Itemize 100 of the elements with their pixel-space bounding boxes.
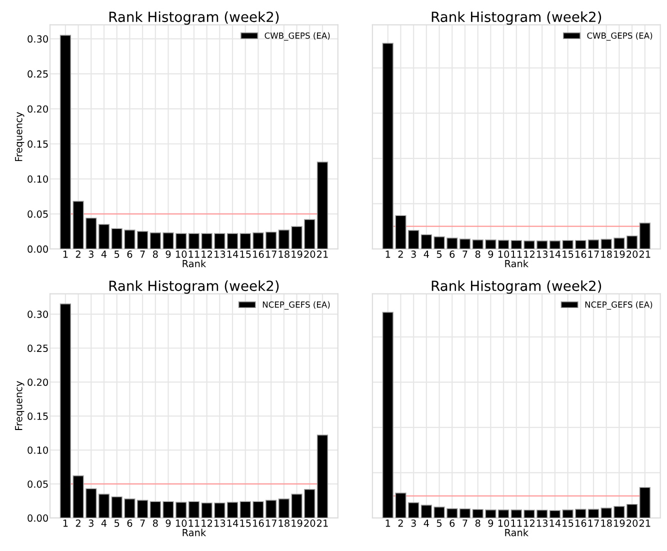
x-tick-label: 19 <box>292 250 302 258</box>
y-tick-label: 0.25 <box>28 344 48 352</box>
x-tick-label: 10 <box>498 520 510 527</box>
x-tick-label: 4 <box>424 250 429 258</box>
y-axis-title: Frequency <box>15 112 24 162</box>
bar <box>226 502 238 518</box>
bar <box>98 494 110 518</box>
x-tick-label: 19 <box>614 250 625 258</box>
x-tick-label: 10 <box>176 250 187 258</box>
bar <box>188 501 200 518</box>
bar <box>98 224 110 249</box>
x-tick-label: 5 <box>114 250 120 258</box>
x-tick-label: 6 <box>450 520 455 527</box>
x-tick-label: 3 <box>411 250 416 258</box>
x-tick-label: 11 <box>511 520 522 527</box>
x-tick-label: 12 <box>524 520 534 527</box>
x-tick-label: 14 <box>550 250 561 258</box>
x-tick-label: 9 <box>488 250 494 258</box>
x-tick-label: 14 <box>550 520 561 527</box>
bar <box>498 240 510 249</box>
x-tick-label: 1 <box>63 250 68 258</box>
x-tick-label: 21 <box>317 250 328 258</box>
x-tick-label: 1 <box>386 520 390 527</box>
x-tick-label: 12 <box>524 250 534 258</box>
y-tick-label: 0.20 <box>28 105 48 113</box>
x-tick-label: 16 <box>253 520 264 527</box>
x-tick-label: 15 <box>240 250 251 258</box>
legend-label: CWB_GEPS (EA) <box>264 32 330 41</box>
x-tick-label: 18 <box>278 250 290 258</box>
x-tick-label: 15 <box>562 250 574 258</box>
legend-label: NCEP_GEFS (EA) <box>585 301 652 310</box>
x-tick-label: 1 <box>386 250 390 258</box>
x-tick-label: 6 <box>450 250 455 258</box>
bar <box>459 238 471 249</box>
chart-title: Rank Histogram (week2) <box>109 280 279 294</box>
y-tick-label: 0.10 <box>28 446 48 454</box>
x-tick-label: 16 <box>253 250 264 258</box>
x-tick-label: 1 <box>63 520 68 527</box>
x-tick-label: 16 <box>576 250 586 258</box>
y-tick-label: 0.05 <box>28 210 48 218</box>
y-tick-label: 0.00 <box>28 514 48 522</box>
x-tick-label: 8 <box>152 520 158 527</box>
x-tick-label: 21 <box>639 250 650 258</box>
x-tick-label: 18 <box>278 520 290 527</box>
x-tick-label: 7 <box>140 520 145 527</box>
x-tick-label: 21 <box>639 520 650 527</box>
bar <box>316 434 328 518</box>
x-tick-label: 13 <box>214 520 226 527</box>
x-tick-label: 13 <box>536 520 548 527</box>
x-tick-label: 4 <box>424 520 429 527</box>
x-tick-label: 14 <box>227 250 238 258</box>
y-tick-label: 0.15 <box>28 140 48 148</box>
x-tick-label: 21 <box>317 520 328 527</box>
bar <box>316 162 328 249</box>
x-tick-label: 19 <box>292 520 302 527</box>
x-tick-label: 18 <box>601 250 612 258</box>
x-tick-label: 8 <box>475 520 480 527</box>
x-tick-label: 14 <box>227 520 238 527</box>
x-tick-label: 17 <box>588 250 599 258</box>
x-axis-title: Rank <box>505 260 529 268</box>
x-tick-label: 10 <box>176 520 187 527</box>
y-tick-label: 0.20 <box>28 378 48 386</box>
x-tick-label: 9 <box>488 520 494 527</box>
x-tick-label: 4 <box>101 520 107 527</box>
y-tick-label: 0.15 <box>28 412 48 420</box>
x-axis-title: Rank <box>182 260 206 268</box>
y-tick-label: 0.10 <box>28 175 48 183</box>
bar <box>188 233 200 249</box>
y-tick-label: 0.25 <box>28 70 48 78</box>
x-axis-title: Rank <box>505 528 529 536</box>
x-tick-label: 6 <box>127 520 132 527</box>
x-tick-label: 2 <box>398 520 403 527</box>
x-tick-label: 5 <box>436 520 442 527</box>
x-tick-label: 8 <box>152 250 158 258</box>
x-tick-label: 7 <box>462 520 468 527</box>
x-tick-label: 6 <box>127 250 132 258</box>
chart-title: Rank Histogram (week2) <box>109 11 279 25</box>
x-tick-label: 15 <box>240 520 251 527</box>
chart-title: Rank Histogram (week2) <box>432 11 602 25</box>
x-tick-label: 20 <box>304 520 316 527</box>
x-tick-label: 10 <box>498 250 510 258</box>
x-tick-label: 5 <box>436 250 442 258</box>
bar <box>498 510 510 518</box>
x-tick-label: 17 <box>588 520 599 527</box>
x-tick-label: 3 <box>88 520 94 527</box>
x-tick-label: 4 <box>101 250 107 258</box>
bar <box>588 508 600 518</box>
legend-label: CWB_GEPS (EA) <box>587 32 652 41</box>
x-tick-label: 20 <box>304 250 316 258</box>
x-tick-label: 2 <box>398 250 403 258</box>
x-tick-label: 16 <box>576 520 586 527</box>
x-tick-label: 12 <box>202 520 212 527</box>
bar <box>588 239 600 249</box>
y-axis-title: Frequency <box>15 381 24 430</box>
x-tick-label: 17 <box>266 520 276 527</box>
x-tick-label: 7 <box>140 250 145 258</box>
legend-label: NCEP_GEFS (EA) <box>262 301 330 310</box>
bar <box>639 222 650 249</box>
x-tick-label: 15 <box>562 520 574 527</box>
bar <box>639 487 650 518</box>
